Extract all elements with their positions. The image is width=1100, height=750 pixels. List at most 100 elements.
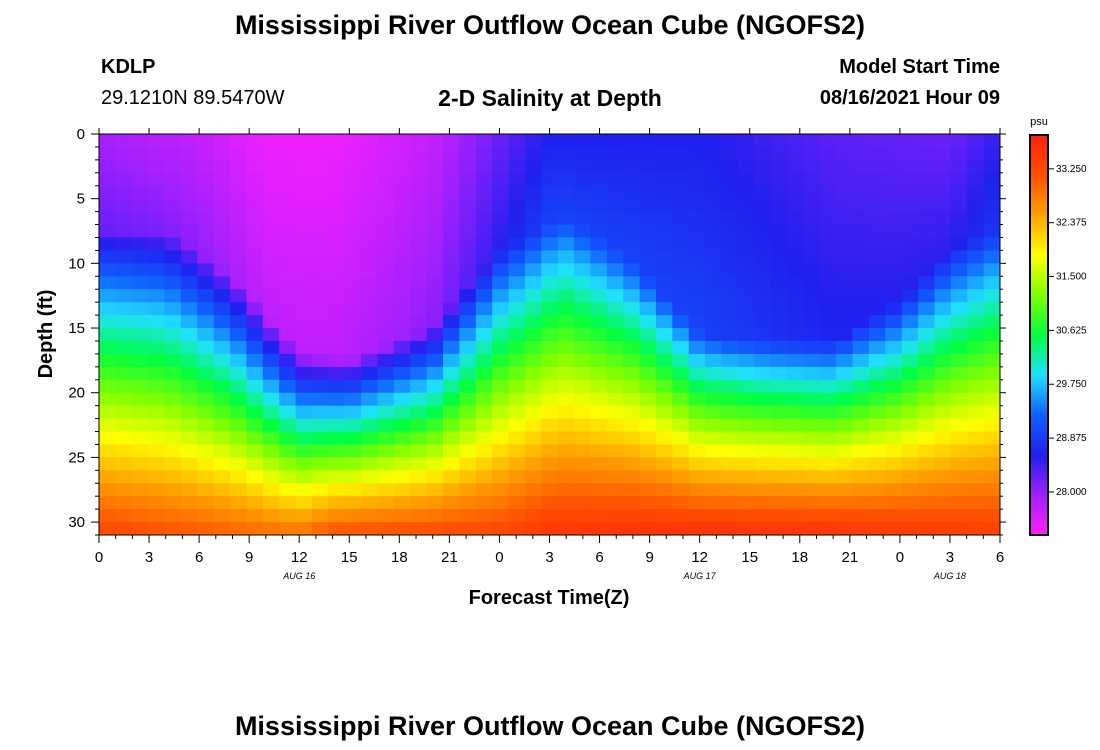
- heatmap-cell: [361, 340, 379, 355]
- heatmap-cell: [983, 457, 1000, 471]
- heatmap-cell: [606, 444, 624, 458]
- heatmap-cell: [475, 392, 493, 407]
- heatmap-cell: [131, 146, 149, 161]
- heatmap-cell: [148, 353, 166, 368]
- heatmap-cell: [737, 496, 755, 510]
- heatmap-cell: [328, 340, 346, 355]
- heatmap-cell: [623, 444, 641, 458]
- heatmap-cell: [934, 224, 952, 239]
- heatmap-cell: [262, 340, 280, 355]
- heatmap-cell: [262, 237, 280, 252]
- heatmap-cell: [311, 185, 329, 200]
- heatmap-cell: [492, 250, 510, 264]
- heatmap-cell: [180, 470, 198, 484]
- heatmap-cell: [901, 470, 919, 484]
- heatmap-cell: [246, 340, 264, 355]
- heatmap-cell: [279, 496, 297, 510]
- heatmap-cell: [737, 146, 755, 161]
- heatmap-cell: [148, 509, 166, 523]
- heatmap-cell: [164, 172, 182, 187]
- salinity-heatmap: [99, 134, 1000, 535]
- heatmap-cell: [262, 146, 280, 161]
- heatmap-cell: [705, 522, 723, 535]
- heatmap-cell: [787, 522, 805, 535]
- heatmap-cell: [721, 134, 739, 148]
- heatmap-cell: [180, 302, 198, 316]
- heatmap-cell: [377, 146, 395, 161]
- heatmap-cell: [344, 340, 362, 355]
- heatmap-cell: [115, 496, 133, 510]
- heatmap-cell: [99, 509, 116, 523]
- heatmap-cell: [639, 198, 657, 213]
- heatmap-cell: [279, 457, 297, 471]
- heatmap-cell: [803, 159, 821, 174]
- heatmap-cell: [606, 431, 624, 446]
- heatmap-cell: [459, 483, 477, 497]
- heatmap-cell: [623, 185, 641, 200]
- heatmap-cell: [295, 134, 313, 148]
- heatmap-cell: [885, 353, 903, 368]
- heatmap-cell: [393, 302, 411, 316]
- heatmap-cell: [148, 379, 166, 394]
- heatmap-cell: [524, 366, 542, 381]
- heatmap-cell: [213, 483, 231, 497]
- heatmap-cell: [901, 276, 919, 290]
- heatmap-cell: [328, 224, 346, 239]
- heatmap-cell: [754, 496, 772, 510]
- heatmap-cell: [950, 444, 968, 458]
- heatmap-cell: [361, 431, 379, 446]
- heatmap-cell: [885, 302, 903, 316]
- heatmap-cell: [574, 392, 592, 407]
- heatmap-cell: [377, 198, 395, 213]
- heatmap-cell: [868, 379, 886, 394]
- heatmap-cell: [393, 146, 411, 161]
- heatmap-cell: [393, 172, 411, 187]
- heatmap-cell: [688, 198, 706, 213]
- heatmap-cell: [262, 483, 280, 497]
- heatmap-cell: [197, 366, 215, 381]
- heatmap-cell: [311, 457, 329, 471]
- main-title: Mississippi River Outflow Ocean Cube (NG…: [234, 10, 866, 40]
- heatmap-cell: [574, 353, 592, 368]
- heatmap-cell: [868, 509, 886, 523]
- heatmap-cell: [115, 328, 133, 342]
- heatmap-cell: [524, 379, 542, 394]
- heatmap-cell: [590, 328, 608, 342]
- heatmap-cell: [443, 134, 460, 148]
- heatmap-cell: [967, 134, 985, 148]
- heatmap-cell: [180, 263, 198, 277]
- heatmap-cell: [967, 198, 985, 213]
- heatmap-cell: [787, 263, 805, 277]
- heatmap-cell: [967, 237, 985, 252]
- date-label: AUG 18: [933, 571, 966, 581]
- heatmap-cell: [918, 146, 936, 161]
- heatmap-cell: [426, 353, 444, 368]
- heatmap-cell: [311, 340, 329, 355]
- heatmap-cell: [393, 185, 411, 200]
- heatmap-cell: [770, 289, 788, 303]
- heatmap-cell: [967, 418, 985, 433]
- heatmap-cell: [295, 405, 313, 420]
- heatmap-cell: [770, 509, 788, 523]
- heatmap-cell: [901, 315, 919, 329]
- heatmap-cell: [901, 379, 919, 394]
- heatmap-cell: [361, 470, 379, 484]
- heatmap-cell: [230, 302, 248, 316]
- heatmap-cell: [213, 340, 231, 355]
- heatmap-cell: [754, 315, 772, 329]
- heatmap-cell: [475, 263, 493, 277]
- heatmap-cell: [148, 276, 166, 290]
- heatmap-cell: [868, 457, 886, 471]
- heatmap-cell: [787, 185, 805, 200]
- heatmap-cell: [590, 431, 608, 446]
- heatmap-cell: [164, 328, 182, 342]
- heatmap-cell: [868, 483, 886, 497]
- heatmap-cell: [705, 172, 723, 187]
- heatmap-cell: [377, 276, 395, 290]
- heatmap-cell: [377, 405, 395, 420]
- heatmap-cell: [803, 146, 821, 161]
- heatmap-cell: [901, 405, 919, 420]
- heatmap-cell: [754, 379, 772, 394]
- heatmap-cell: [524, 302, 542, 316]
- heatmap-cell: [230, 418, 248, 433]
